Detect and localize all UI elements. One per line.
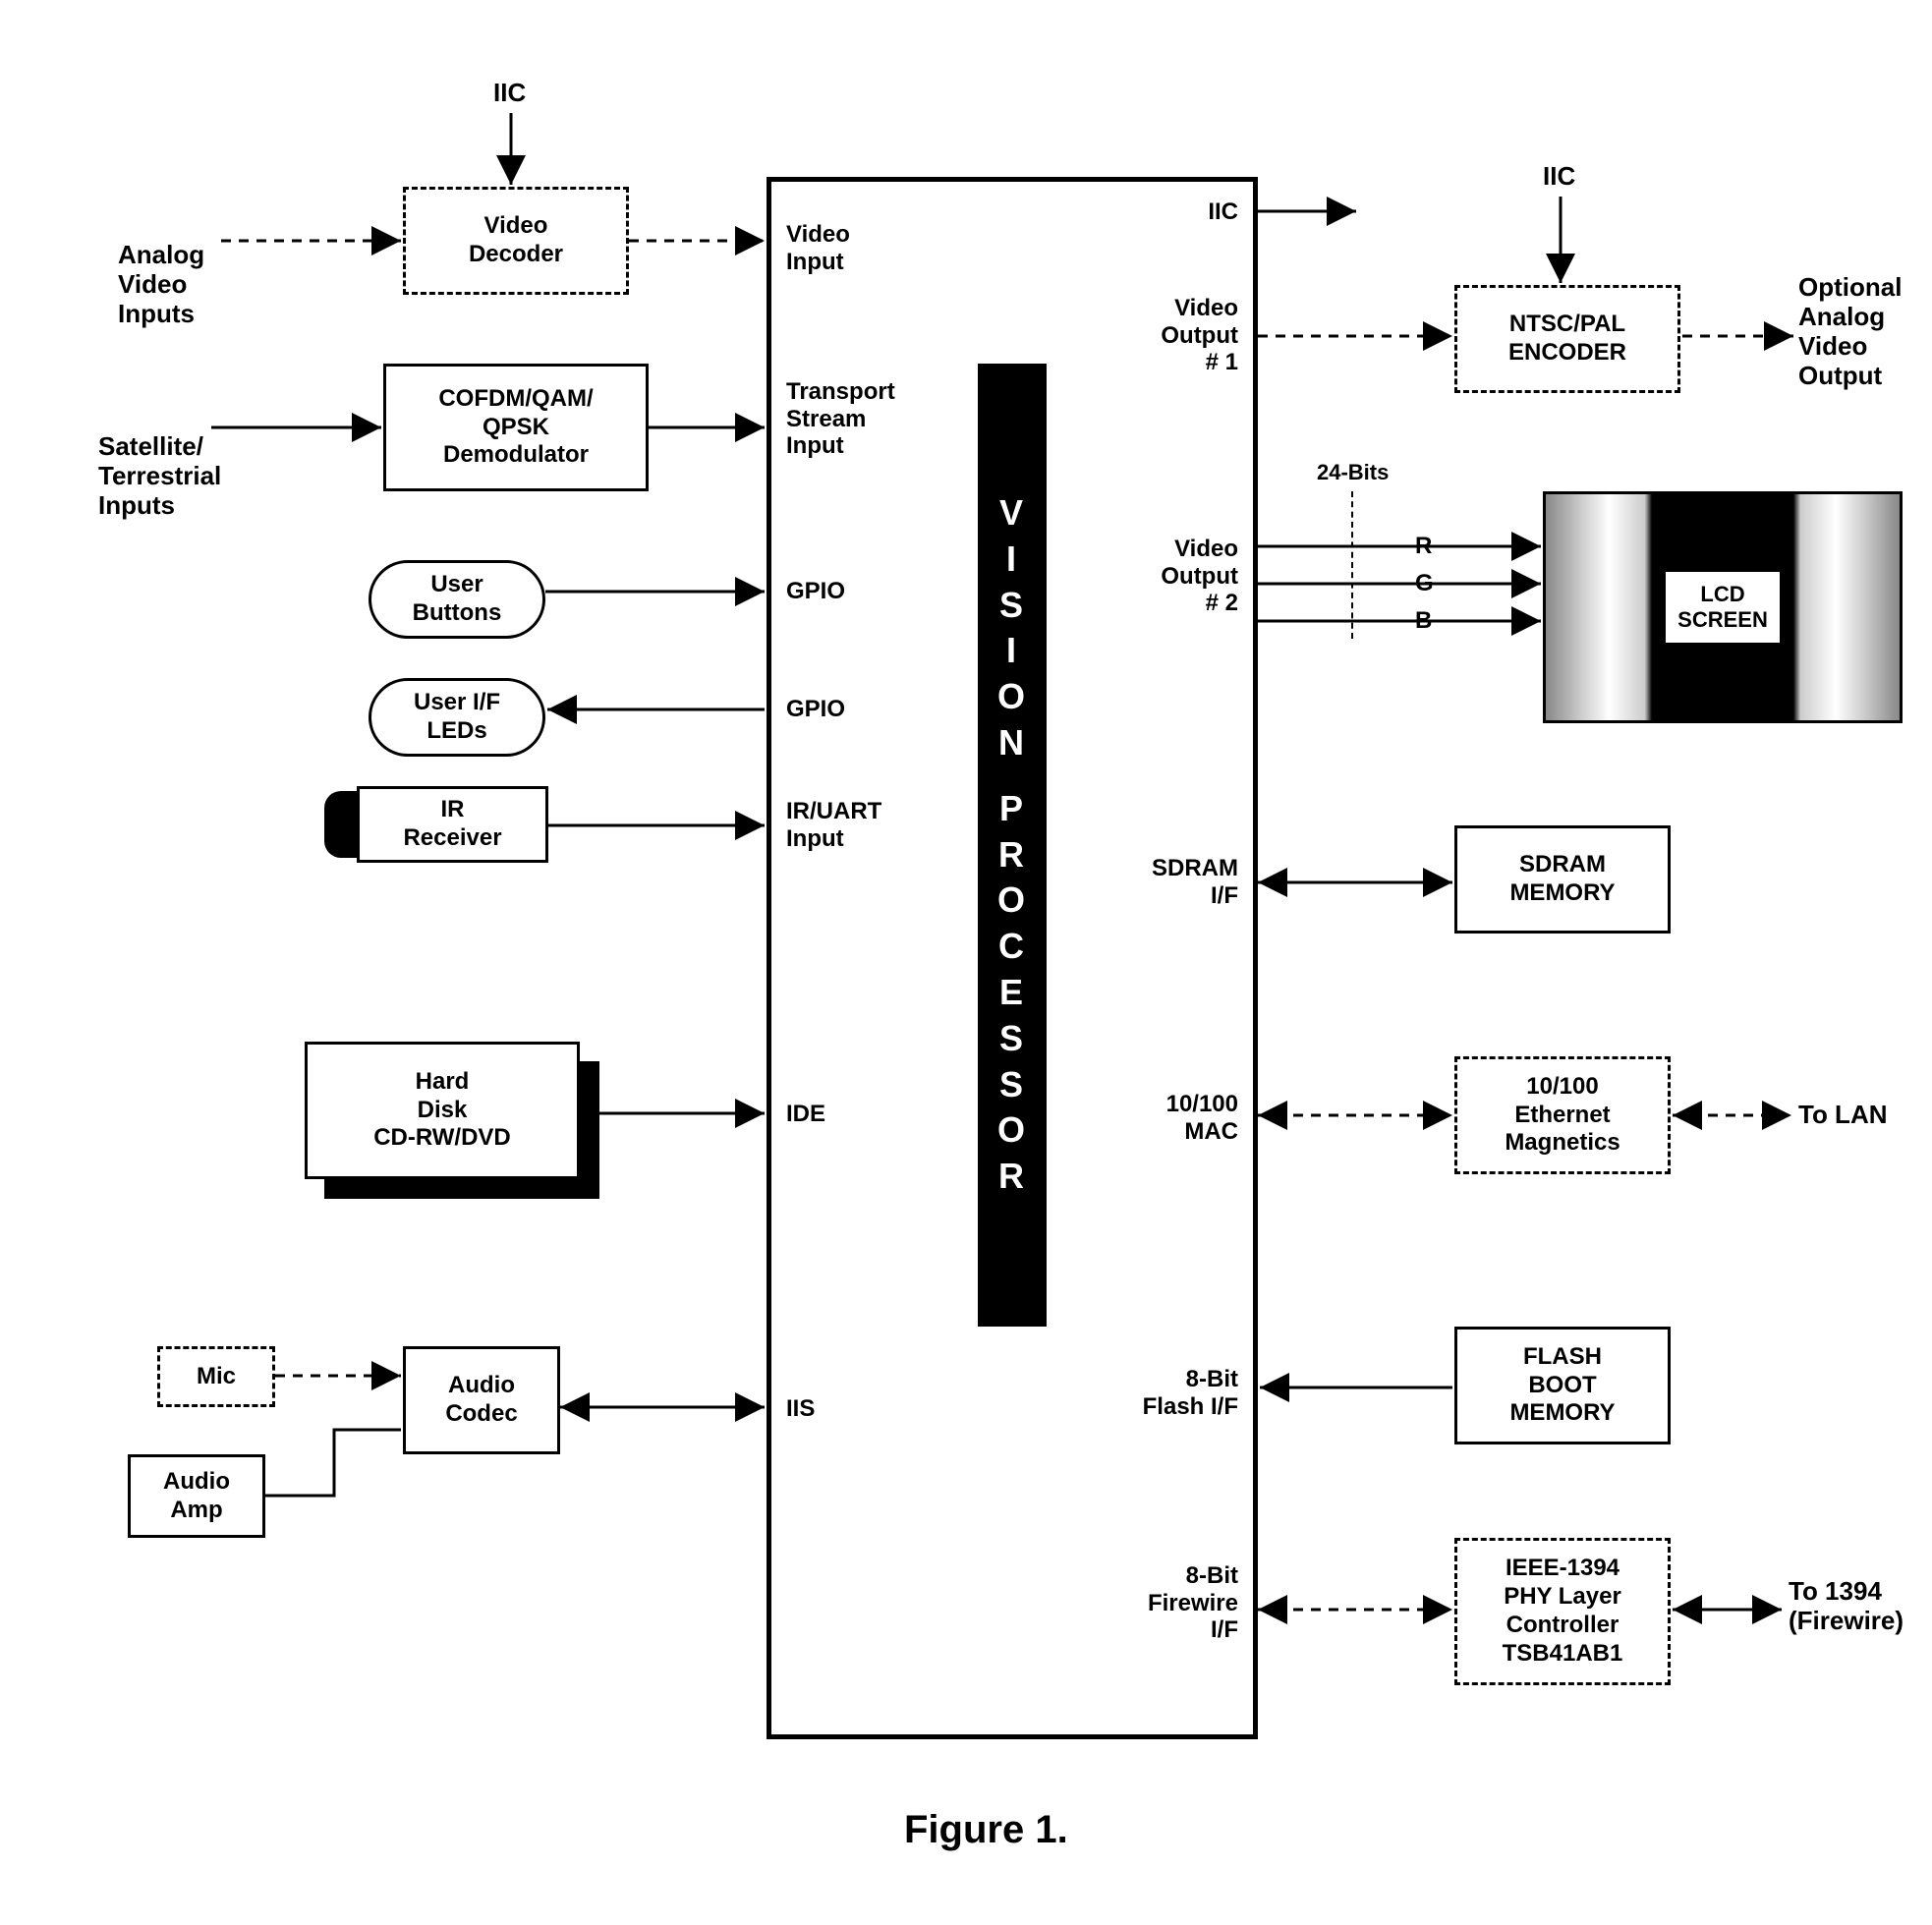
ethernet-magnetics-box: 10/100 Ethernet Magnetics (1454, 1056, 1671, 1174)
port-sdram: SDRAM I/F (1130, 855, 1238, 909)
port-iic-out: IIC (1140, 198, 1238, 226)
port-mac: 10/100 MAC (1130, 1091, 1238, 1145)
port-video-out2: Video Output # 2 (1130, 536, 1238, 617)
port-firewire: 8-Bit Firewire I/F (1120, 1562, 1238, 1644)
port-video-input: Video Input (786, 221, 850, 275)
bits-24-label: 24-Bits (1317, 460, 1389, 484)
to-1394-label: To 1394 (Firewire) (1789, 1577, 1904, 1636)
lcd-screen: LCD SCREEN (1543, 491, 1903, 723)
user-leds-box: User I/F LEDs (369, 678, 545, 757)
audio-amp-box: Audio Amp (128, 1454, 265, 1538)
iic-label-top-left: IIC (493, 79, 526, 108)
optional-analog-output-label: Optional Analog Video Output (1798, 273, 1902, 391)
ntsc-pal-encoder-box: NTSC/PAL ENCODER (1454, 285, 1680, 393)
port-flash: 8-Bit Flash I/F (1110, 1366, 1238, 1420)
satellite-inputs-label: Satellite/ Terrestrial Inputs (98, 432, 221, 521)
vision-processor-title: VISION PROCESSOR (978, 364, 1047, 1327)
block-diagram: VISION PROCESSOR Video Input Transport S… (39, 39, 1893, 1886)
video-decoder-box: Video Decoder (403, 187, 629, 295)
lcd-screen-label: LCD SCREEN (1664, 570, 1782, 646)
ir-receiver-box: IR Receiver (357, 786, 548, 863)
sdram-memory-box: SDRAM MEMORY (1454, 825, 1671, 934)
port-iis: IIS (786, 1395, 815, 1423)
mic-box: Mic (157, 1346, 275, 1407)
port-ide: IDE (786, 1101, 825, 1128)
analog-video-inputs-label: Analog Video Inputs (118, 241, 204, 329)
bits-divider (1351, 491, 1353, 639)
hdd-box: Hard Disk CD-RW/DVD (305, 1042, 580, 1179)
port-transport: Transport Stream Input (786, 378, 895, 460)
ir-sensor-icon (324, 791, 358, 858)
to-lan-label: To LAN (1798, 1101, 1888, 1130)
iic-label-top-right: IIC (1543, 162, 1575, 192)
demodulator-box: COFDM/QAM/ QPSK Demodulator (383, 364, 649, 491)
audio-codec-box: Audio Codec (403, 1346, 560, 1454)
port-ir-uart: IR/UART Input (786, 798, 881, 852)
flash-boot-memory-box: FLASH BOOT MEMORY (1454, 1327, 1671, 1444)
ieee1394-phy-box: IEEE-1394 PHY Layer Controller TSB41AB1 (1454, 1538, 1671, 1685)
port-video-out1: Video Output # 1 (1130, 295, 1238, 376)
rgb-r: R (1415, 533, 1432, 560)
port-gpio1: GPIO (786, 578, 845, 605)
port-gpio2: GPIO (786, 696, 845, 723)
rgb-b: B (1415, 607, 1432, 635)
figure-caption: Figure 1. (904, 1808, 1068, 1852)
user-buttons-box: User Buttons (369, 560, 545, 639)
rgb-g: G (1415, 570, 1434, 597)
